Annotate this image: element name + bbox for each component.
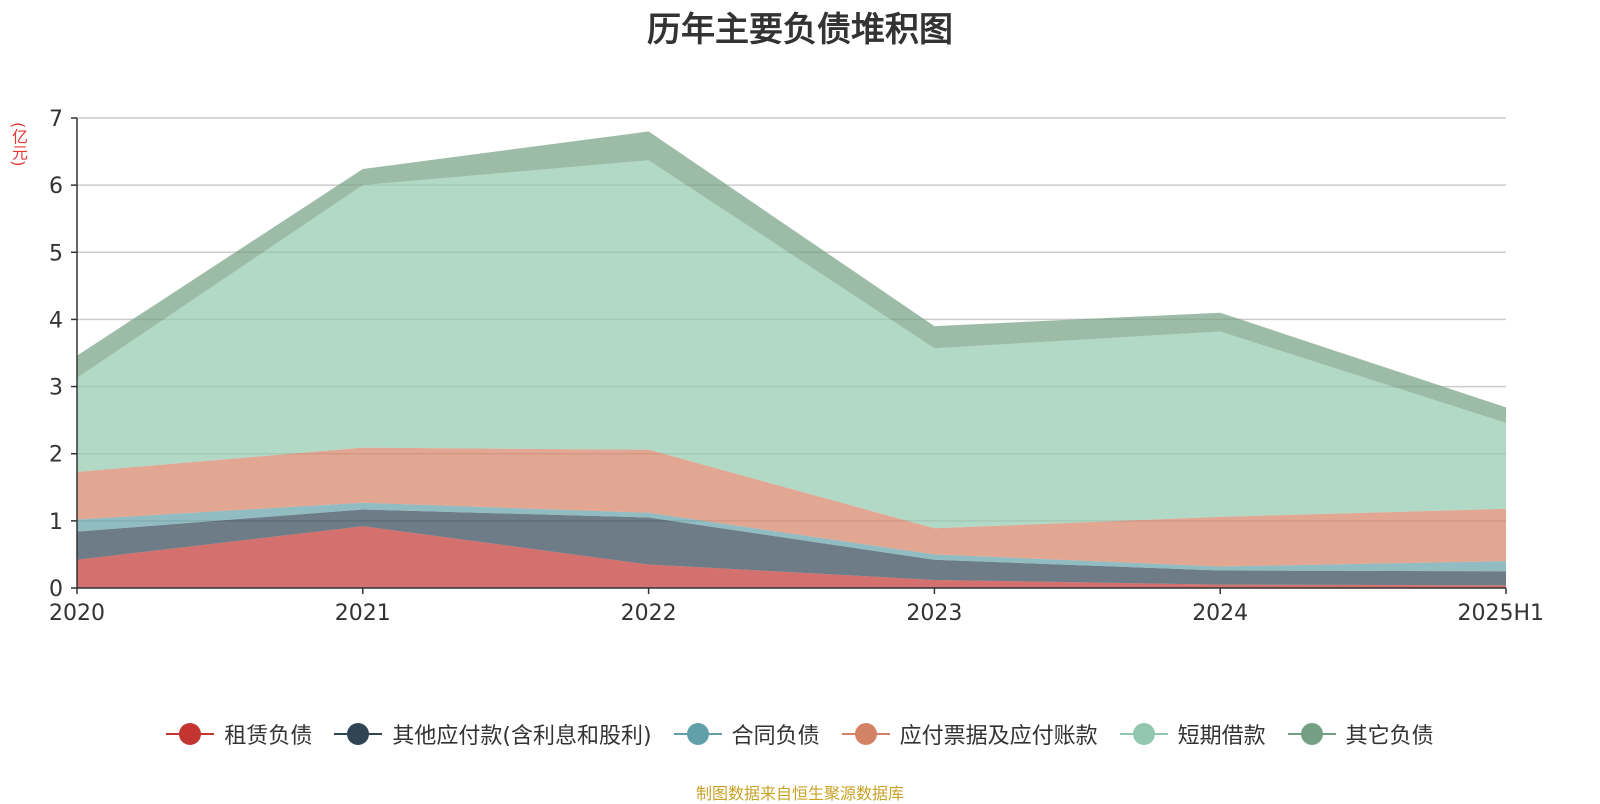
legend-item[interactable]: 应付票据及应付账款	[841, 718, 1098, 750]
y-tick-label: 5	[49, 241, 63, 266]
area-series-2	[77, 502, 1506, 572]
y-tick-label: 1	[49, 510, 63, 535]
x-tick-label: 2021	[335, 601, 391, 626]
legend-item[interactable]: 其他应付款(含利息和股利)	[334, 718, 652, 750]
legend-item[interactable]: 其它负债	[1287, 718, 1434, 750]
legend-label: 其它负债	[1345, 724, 1434, 749]
y-tick-label: 6	[49, 174, 63, 199]
y-tick-label: 4	[49, 308, 63, 333]
legend-item[interactable]: 租赁负债	[166, 718, 312, 750]
y-tick-label: 7	[49, 107, 63, 132]
legend-marker-icon	[334, 722, 383, 746]
area-series-3	[77, 447, 1506, 567]
x-tick-label: 2025H1	[1457, 601, 1544, 626]
legend-label: 其他应付款(含利息和股利)	[392, 724, 652, 749]
legend-label: 租赁负债	[224, 724, 313, 749]
x-tick-label: 2022	[621, 601, 677, 626]
area-series-0	[77, 526, 1506, 588]
legend: 租赁负债 其他应付款(含利息和股利) 合同负债 应付票据及应付账款 短期借款 其它负债	[0, 718, 1600, 750]
area-series-1	[77, 509, 1506, 586]
legend-item[interactable]: 合同负债	[673, 718, 820, 750]
x-tick-label: 2020	[49, 601, 105, 626]
legend-marker-icon	[1119, 722, 1168, 746]
y-axis-unit: (亿元)	[9, 122, 28, 167]
legend-item[interactable]: 短期借款	[1119, 718, 1266, 750]
legend-label: 应付票据及应付账款	[899, 724, 1098, 749]
legend-label: 短期借款	[1177, 724, 1266, 749]
y-tick-label: 3	[49, 376, 63, 401]
legend-marker-icon	[673, 722, 722, 746]
legend-label: 合同负债	[731, 724, 820, 749]
y-tick-label: 0	[49, 577, 63, 602]
x-tick-label: 2024	[1192, 601, 1248, 626]
legend-marker-icon	[841, 722, 890, 746]
stacked-area-chart: 0 1 2 3 4 5 6 7 2020 2021 2022 2023 2024 2025H1	[49, 107, 1544, 626]
source-note: 制图数据来自恒生聚源数据库	[695, 784, 904, 803]
area-series-4	[77, 160, 1506, 529]
legend-marker-icon	[1287, 722, 1336, 746]
y-tick-label: 2	[49, 443, 63, 468]
x-tick-label: 2023	[906, 601, 962, 626]
legend-marker-icon	[166, 722, 215, 746]
chart-title: 历年主要负债堆积图	[647, 10, 953, 50]
